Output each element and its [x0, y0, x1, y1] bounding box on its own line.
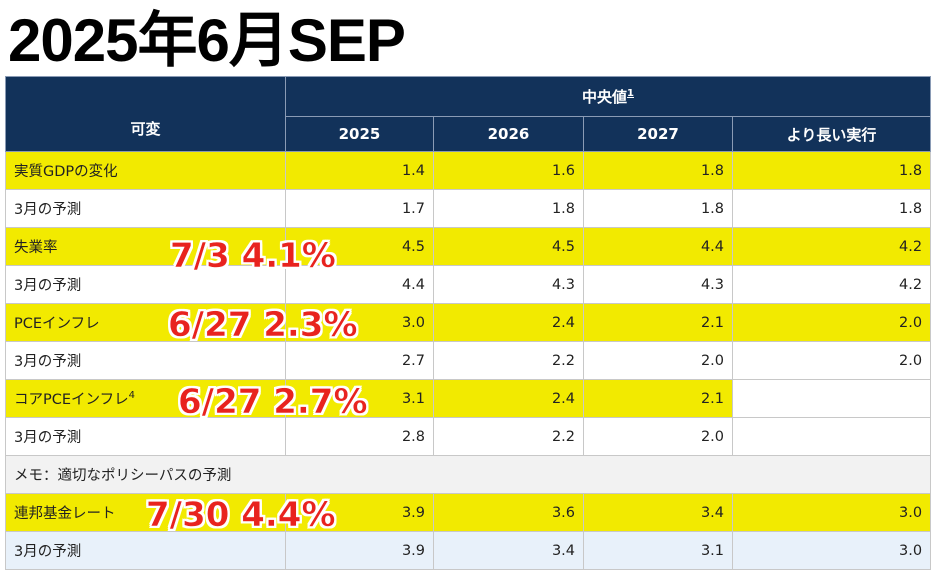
table-cell: 2.2 — [433, 341, 584, 380]
table-row: PCEインフレ 3.0 2.4 2.1 2.0 — [5, 303, 932, 342]
table-row: 3月の予測 3.9 3.4 3.1 3.0 — [5, 531, 932, 570]
table-row: 連邦基金レート 3.9 3.6 3.4 3.0 — [5, 493, 932, 532]
table-cell: 4.2 — [731, 227, 932, 266]
table-cell: 4.3 — [433, 265, 584, 304]
table-cell: 4.4 — [583, 227, 733, 266]
table-row: 実質GDPの変化 1.4 1.6 1.8 1.8 — [5, 151, 932, 190]
core-pce-annotation: 6/27 2.7% — [178, 382, 368, 423]
table-cell: 1.8 — [731, 151, 932, 190]
table-cell: 1.7 — [285, 189, 434, 228]
table-cell: 1.6 — [433, 151, 584, 190]
table-cell: 1.8 — [583, 189, 733, 228]
year-header: 2025 — [285, 116, 434, 152]
table-cell: 4.4 — [285, 265, 434, 304]
table-cell: 2.8 — [285, 417, 434, 456]
table-cell: 2.4 — [433, 303, 584, 342]
table-cell: 1.8 — [583, 151, 733, 190]
table-row: 3月の予測 2.7 2.2 2.0 2.0 — [5, 341, 932, 380]
table-cell: 3.1 — [285, 379, 434, 418]
table-cell: 3.4 — [433, 531, 584, 570]
table-cell: 2.0 — [731, 303, 932, 342]
table-row: 失業率 4.5 4.5 4.4 4.2 — [5, 227, 932, 266]
row-label: PCEインフレ — [5, 303, 286, 342]
variable-header: 可変 — [5, 76, 286, 152]
year-header: 2027 — [583, 116, 733, 152]
table-cell: 1.4 — [285, 151, 434, 190]
row-label: コアPCEインフレ4 — [5, 379, 286, 418]
row-label: 3月の予測 — [5, 341, 286, 380]
table-cell — [731, 417, 932, 456]
table-cell: 4.3 — [583, 265, 733, 304]
table-cell: 3.6 — [433, 493, 584, 532]
table-cell: 2.2 — [433, 417, 584, 456]
memo-row-label: メモ：適切なポリシーパスの予測 — [4, 455, 932, 494]
table-cell: 2.1 — [583, 303, 733, 342]
unemployment-annotation: 7/3 4.1% — [170, 236, 336, 277]
table-row: 3月の予測 1.7 1.8 1.8 1.8 — [5, 189, 932, 228]
table-cell: 3.0 — [285, 303, 434, 342]
row-label: 3月の予測 — [5, 531, 286, 570]
table-row: 3月の予測 4.4 4.3 4.3 4.2 — [5, 265, 932, 304]
table-cell: 4.5 — [433, 227, 584, 266]
table-row: コアPCEインフレ4 3.1 2.4 2.1 — [5, 379, 932, 418]
table-cell: 4.2 — [731, 265, 932, 304]
table-cell: 2.7 — [285, 341, 434, 380]
table-cell: 3.1 — [583, 531, 733, 570]
table-cell — [731, 379, 932, 418]
row-label: 3月の予測 — [5, 417, 286, 456]
pce-annotation: 6/27 2.3% — [168, 305, 358, 346]
row-label: 失業率 — [5, 227, 286, 266]
table-cell: 2.0 — [583, 341, 733, 380]
table-cell: 1.8 — [433, 189, 584, 228]
table-cell: 3.0 — [731, 531, 932, 570]
table-cell: 3.0 — [731, 493, 932, 532]
table-row: 3月の予測 2.8 2.2 2.0 — [5, 417, 932, 456]
table-cell: 3.9 — [285, 493, 434, 532]
year-header: より長い実行 — [731, 116, 932, 152]
table-cell: 3.9 — [285, 531, 434, 570]
table-cell: 2.0 — [583, 417, 733, 456]
projections-table: 可変 中央値1 2025 2026 2027 より長い実行 実質GDPの変化 1… — [4, 76, 932, 570]
table-cell: 2.1 — [583, 379, 733, 418]
page-title: 2025年6月SEP — [8, 7, 406, 74]
table-cell: 2.0 — [731, 341, 932, 380]
median-header: 中央値1 — [284, 76, 932, 117]
median-footnote-link[interactable]: 1 — [627, 88, 635, 99]
row-label: 連邦基金レート — [5, 493, 286, 532]
table-cell: 1.8 — [731, 189, 932, 228]
year-header: 2026 — [433, 116, 584, 152]
table-cell: 2.4 — [433, 379, 584, 418]
row-label: 実質GDPの変化 — [5, 151, 286, 190]
fed-funds-annotation: 7/30 4.4% — [146, 495, 336, 536]
table-cell: 3.4 — [583, 493, 733, 532]
footnote-marker: 4 — [128, 390, 135, 402]
row-label: 3月の予測 — [5, 189, 286, 228]
table-row: メモ：適切なポリシーパスの予測 — [4, 455, 932, 494]
